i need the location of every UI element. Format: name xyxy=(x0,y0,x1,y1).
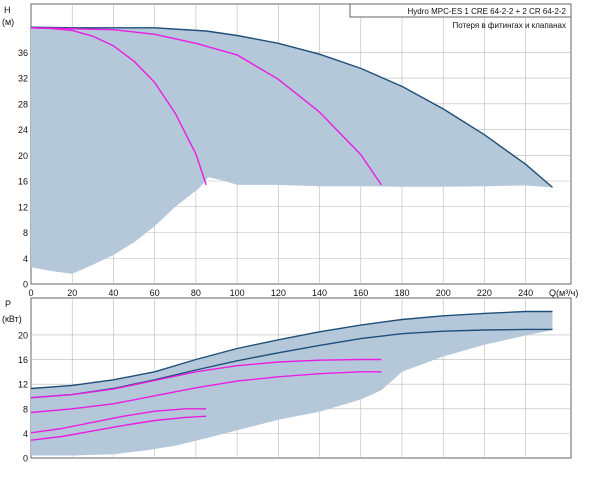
power-y-tick-label: 20 xyxy=(18,330,28,340)
head-y-tick-label: 4 xyxy=(23,254,28,264)
head-y-tick-label: 28 xyxy=(18,99,28,109)
legend-box: Hydro MPC-ES 1 CRE 64-2-2 + 2 CR 64-2-2 … xyxy=(349,3,572,30)
flow-x-tick-label: 140 xyxy=(312,288,327,298)
legend-border xyxy=(349,3,572,18)
power-panel: 0 4 8 12 16 20 P (кВт) xyxy=(2,297,572,464)
power-y-tick-labels: 0 4 8 12 16 20 xyxy=(18,330,28,463)
flow-axis-label: Q(м³/ч) xyxy=(549,288,578,298)
head-curve-pump-1 xyxy=(30,27,207,186)
legend-title: Hydro MPC-ES 1 CRE 64-2-2 + 2 CR 64-2-2 xyxy=(408,7,567,16)
flow-x-tick-label: 120 xyxy=(271,288,286,298)
power-y-tick-label: 4 xyxy=(23,429,28,439)
flow-x-tick-label: 220 xyxy=(477,288,492,298)
flow-x-tick-label: 40 xyxy=(108,288,118,298)
head-y-tick-label: 24 xyxy=(18,125,28,135)
head-curve-max-head xyxy=(30,26,553,188)
flow-x-tick-label: 200 xyxy=(436,288,451,298)
flow-x-tick-label: 240 xyxy=(518,288,533,298)
flow-x-tick-label: 0 xyxy=(28,288,33,298)
power-axis-symbol: P xyxy=(5,299,11,309)
power-y-tick-label: 12 xyxy=(18,380,28,390)
power-curve-max-power xyxy=(30,310,553,390)
head-panel: 0 4 8 12 16 20 24 28 32 36 0 20 40 60 80 100 120 140 160 1… xyxy=(2,3,578,298)
flow-x-tick-label: 160 xyxy=(353,288,368,298)
flow-x-tick-label: 180 xyxy=(394,288,409,298)
head-axis-symbol: H xyxy=(4,5,11,15)
head-y-tick-label: 12 xyxy=(18,202,28,212)
head-operating-envelope xyxy=(31,27,553,274)
power-curve-pump-p3 xyxy=(30,408,207,434)
head-curve-pump-2 xyxy=(30,27,382,186)
head-y-tick-label: 20 xyxy=(18,151,28,161)
power-y-tick-label: 16 xyxy=(18,355,28,365)
head-y-tick-label: 32 xyxy=(18,74,28,84)
power-y-tick-label: 8 xyxy=(23,404,28,414)
head-y-tick-label: 0 xyxy=(23,280,28,290)
flow-x-tick-label: 20 xyxy=(67,288,77,298)
power-curves xyxy=(30,310,553,441)
flow-x-tick-label: 60 xyxy=(150,288,160,298)
head-axis-unit: (м) xyxy=(2,17,14,27)
head-curves xyxy=(30,26,553,188)
power-axis-unit: (кВт) xyxy=(2,314,22,324)
power-y-tick-label: 0 xyxy=(23,454,28,464)
power-curve-pump-p1 xyxy=(30,358,382,399)
power-curve-pump-p4 xyxy=(30,415,207,441)
head-y-tick-label: 16 xyxy=(18,177,28,187)
power-curve-pump-p2 xyxy=(30,371,382,414)
legend-subtitle: Потеря в фитингах и клапанах xyxy=(453,21,567,30)
head-y-tick-labels: 0 4 8 12 16 20 24 28 32 36 xyxy=(18,48,28,290)
head-y-tick-label: 36 xyxy=(18,48,28,58)
flow-x-tick-label: 100 xyxy=(230,288,245,298)
head-x-tick-labels: 0 20 40 60 80 100 120 140 160 180 200 220 240 xyxy=(28,288,533,298)
head-y-tick-label: 8 xyxy=(23,228,28,238)
flow-x-tick-label: 80 xyxy=(191,288,201,298)
